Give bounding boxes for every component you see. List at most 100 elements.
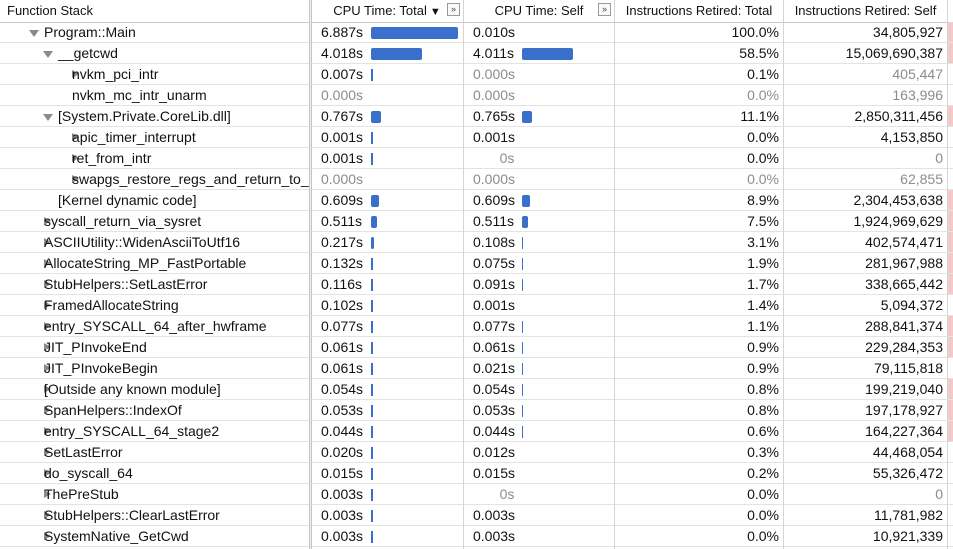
table-row[interactable]: entry_SYSCALL_64_after_hwframe 0.077s 0.07…	[0, 316, 953, 337]
expand-triangle-icon[interactable]	[44, 301, 51, 309]
expand-triangle-icon[interactable]	[44, 406, 51, 414]
expand-triangle-icon[interactable]	[44, 364, 51, 372]
expand-triangle-icon[interactable]	[72, 175, 79, 183]
column-header-instructions-total[interactable]: Instructions Retired: Total	[615, 0, 783, 22]
function-name-cell[interactable]: swapgs_restore_regs_and_return_to_	[0, 169, 309, 189]
instructions-total-value: 0.0%	[747, 507, 779, 523]
table-row[interactable]: FramedAllocateString 0.102s 0.001s 1.4% 5,09…	[0, 295, 953, 316]
function-name-cell[interactable]: entry_SYSCALL_64_stage2	[0, 421, 309, 441]
function-name-cell[interactable]: AllocateString_MP_FastPortable	[0, 253, 309, 273]
expand-triangle-icon[interactable]	[44, 280, 51, 288]
heat-indicator	[947, 379, 953, 399]
function-name: ret_from_intr	[72, 150, 152, 166]
table-row[interactable]: ASCIIUtility::WidenAsciiToUtf16 0.217s 0.1…	[0, 232, 953, 253]
expand-triangle-icon[interactable]	[44, 238, 51, 246]
table-row[interactable]: swapgs_restore_regs_and_return_to_ 0.000s…	[0, 169, 953, 190]
table-row[interactable]: SetLastError 0.020s 0.012s 0.3% 44,468,054	[0, 442, 953, 463]
function-name-cell[interactable]: [System.Private.CoreLib.dll]	[0, 106, 309, 126]
expand-triangle-icon[interactable]	[44, 427, 51, 435]
function-name-cell[interactable]: do_syscall_64	[0, 463, 309, 483]
expand-triangle-icon[interactable]	[44, 511, 51, 519]
function-name-cell[interactable]: StubHelpers::ClearLastError	[0, 505, 309, 525]
function-name-cell[interactable]: ThePreStub	[0, 484, 309, 504]
table-row[interactable]: __getcwd 4.018s 4.011s 58.5% 15,069,690,387	[0, 43, 953, 64]
function-name-cell[interactable]: apic_timer_interrupt	[0, 127, 309, 147]
table-row[interactable]: do_syscall_64 0.015s 0.015s 0.2% 55,326,472	[0, 463, 953, 484]
table-row[interactable]: SystemNative_GetCwd 0.003s 0.003s 0.0% 10,92…	[0, 526, 953, 547]
column-splitter[interactable]	[309, 0, 312, 549]
table-row[interactable]: nvkm_pci_intr 0.007s 0.000s 0.1% 405,447	[0, 64, 953, 85]
function-stack-grid: Program::Main 6.887s 0.010s 100.0% 34,805,92…	[0, 22, 953, 547]
function-name-cell[interactable]: FramedAllocateString	[0, 295, 309, 315]
instructions-self-value: 1,924,969,629	[853, 213, 943, 229]
collapse-triangle-icon[interactable]	[29, 30, 39, 37]
function-name-cell[interactable]: [Outside any known module]	[0, 379, 309, 399]
table-row[interactable]: entry_SYSCALL_64_stage2 0.044s 0.044s 0.6% 1…	[0, 421, 953, 442]
function-name-cell[interactable]: SpanHelpers::IndexOf	[0, 400, 309, 420]
expand-triangle-icon[interactable]	[44, 448, 51, 456]
function-name-cell[interactable]: SetLastError	[0, 442, 309, 462]
cpu-self-bar	[522, 321, 523, 333]
function-name-cell[interactable]: nvkm_pci_intr	[0, 64, 309, 84]
table-row[interactable]: StubHelpers::ClearLastError 0.003s 0.003s 0…	[0, 505, 953, 526]
table-row[interactable]: ret_from_intr 0.001s 0s 0.0% 0	[0, 148, 953, 169]
function-name-cell[interactable]: JIT_PInvokeBegin	[0, 358, 309, 378]
function-name-cell[interactable]: syscall_return_via_sysret	[0, 211, 309, 231]
function-name-cell[interactable]: entry_SYSCALL_64_after_hwframe	[0, 316, 309, 336]
table-row[interactable]: syscall_return_via_sysret 0.511s 0.511s 7.5…	[0, 211, 953, 232]
sort-descending-icon[interactable]: ▼	[429, 6, 441, 18]
table-row[interactable]: [Kernel dynamic code] 0.609s 0.609s 8.9% 2,3…	[0, 190, 953, 211]
function-name: ThePreStub	[44, 486, 119, 502]
expand-triangle-icon[interactable]	[72, 154, 79, 162]
expand-triangle-icon[interactable]	[44, 385, 51, 393]
expand-triangle-icon[interactable]	[44, 259, 51, 267]
cpu-time-total-value: 0.003s	[321, 528, 364, 544]
function-name-cell[interactable]: JIT_PInvokeEnd	[0, 337, 309, 357]
column-header-cpu-time-total[interactable]: CPU Time: Total ▼	[313, 0, 461, 22]
table-row[interactable]: StubHelpers::SetLastError 0.116s 0.091s 1.7…	[0, 274, 953, 295]
instructions-total-value: 0.0%	[747, 150, 779, 166]
cpu-time-total-value: 0.003s	[321, 486, 364, 502]
cpu-time-total-value: 0.015s	[321, 465, 364, 481]
cpu-total-bar	[371, 132, 373, 144]
table-row[interactable]: nvkm_mc_intr_unarm 0.000s 0.000s 0.0% 163,99…	[0, 85, 953, 106]
collapse-triangle-icon[interactable]	[43, 114, 53, 121]
function-name-cell[interactable]: __getcwd	[0, 43, 309, 63]
function-name-cell[interactable]: Program::Main	[0, 22, 309, 42]
expand-triangle-icon[interactable]	[44, 322, 51, 330]
collapse-triangle-icon[interactable]	[43, 51, 53, 58]
expand-triangle-icon[interactable]	[44, 217, 51, 225]
function-name-cell[interactable]: [Kernel dynamic code]	[0, 190, 309, 210]
column-header-instructions-self[interactable]: Instructions Retired: Self	[784, 0, 947, 22]
column-header-row: Function Stack CPU Time: Total ▼ » CPU Ti…	[0, 0, 953, 23]
table-row[interactable]: [System.Private.CoreLib.dll] 0.767s 0.765s…	[0, 106, 953, 127]
table-row[interactable]: SpanHelpers::IndexOf 0.053s 0.053s 0.8% 197,…	[0, 400, 953, 421]
table-row[interactable]: JIT_PInvokeEnd 0.061s 0.061s 0.9% 229,284,35…	[0, 337, 953, 358]
expand-triangle-icon[interactable]	[44, 469, 51, 477]
column-header-function-stack[interactable]: Function Stack	[0, 0, 309, 22]
cpu-total-bar	[371, 489, 373, 501]
table-row[interactable]: [Outside any known module] 0.054s 0.054s 0.…	[0, 379, 953, 400]
function-name-cell[interactable]: ret_from_intr	[0, 148, 309, 168]
expand-column-button[interactable]: »	[447, 3, 460, 16]
expand-triangle-icon[interactable]	[72, 133, 79, 141]
instructions-total-value: 0.6%	[747, 423, 779, 439]
function-name-cell[interactable]: StubHelpers::SetLastError	[0, 274, 309, 294]
function-name: FramedAllocateString	[44, 297, 179, 313]
expand-triangle-icon[interactable]	[44, 343, 51, 351]
expand-triangle-icon[interactable]	[44, 532, 51, 540]
function-name-cell[interactable]: ASCIIUtility::WidenAsciiToUtf16	[0, 232, 309, 252]
column-header-cpu-time-self[interactable]: CPU Time: Self	[464, 0, 614, 22]
table-row[interactable]: JIT_PInvokeBegin 0.061s 0.021s 0.9% 79,115,8…	[0, 358, 953, 379]
table-row[interactable]: apic_timer_interrupt 0.001s 0.001s 0.0% 4,15…	[0, 127, 953, 148]
table-row[interactable]: AllocateString_MP_FastPortable 0.132s 0.07…	[0, 253, 953, 274]
expand-triangle-icon[interactable]	[44, 490, 51, 498]
heat-indicator	[947, 400, 953, 420]
expand-triangle-icon[interactable]	[72, 70, 79, 78]
function-name-cell[interactable]: nvkm_mc_intr_unarm	[0, 85, 309, 105]
expand-column-button[interactable]: »	[598, 3, 611, 16]
table-row[interactable]: Program::Main 6.887s 0.010s 100.0% 34,805,92…	[0, 22, 953, 43]
function-name-cell[interactable]: SystemNative_GetCwd	[0, 526, 309, 546]
instructions-total-value: 0.0%	[747, 486, 779, 502]
table-row[interactable]: ThePreStub 0.003s 0s 0.0% 0	[0, 484, 953, 505]
